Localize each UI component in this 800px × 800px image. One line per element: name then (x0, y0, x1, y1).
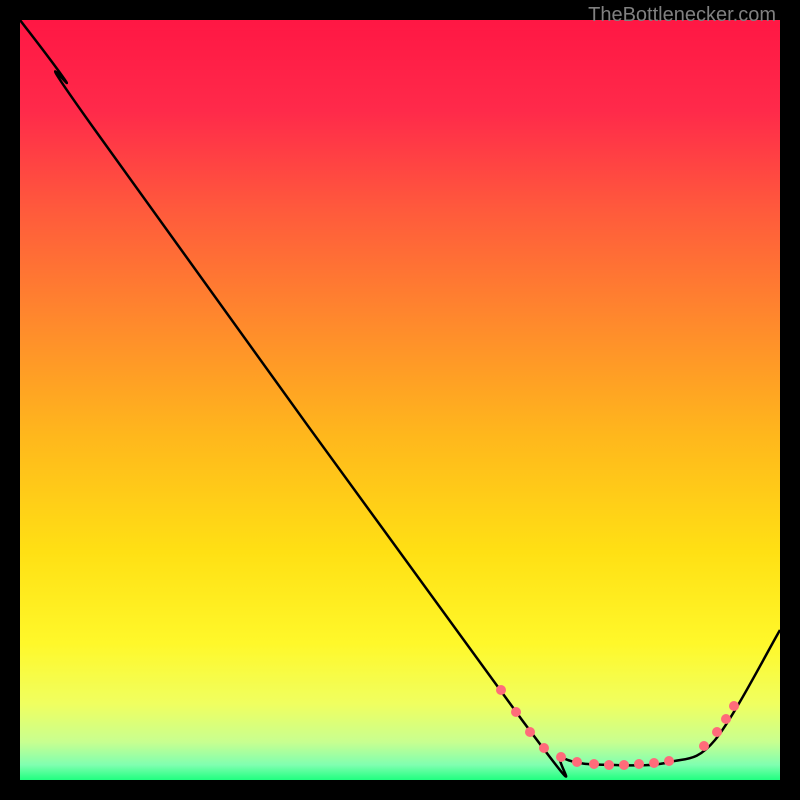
data-marker (604, 760, 614, 770)
marker-group (496, 685, 739, 770)
chart-container (20, 20, 780, 780)
data-marker (721, 714, 731, 724)
data-marker (619, 760, 629, 770)
data-marker (539, 743, 549, 753)
data-marker (525, 727, 535, 737)
data-marker (556, 752, 566, 762)
data-marker (699, 741, 709, 751)
data-marker (729, 701, 739, 711)
data-marker (634, 759, 644, 769)
watermark-text: TheBottlenecker.com (588, 4, 776, 27)
data-marker (664, 756, 674, 766)
data-marker (649, 758, 659, 768)
bottleneck-curve (20, 20, 780, 777)
data-marker (712, 727, 722, 737)
data-marker (511, 707, 521, 717)
data-marker (496, 685, 506, 695)
data-marker (572, 757, 582, 767)
data-marker (589, 759, 599, 769)
curve-layer (20, 20, 780, 780)
